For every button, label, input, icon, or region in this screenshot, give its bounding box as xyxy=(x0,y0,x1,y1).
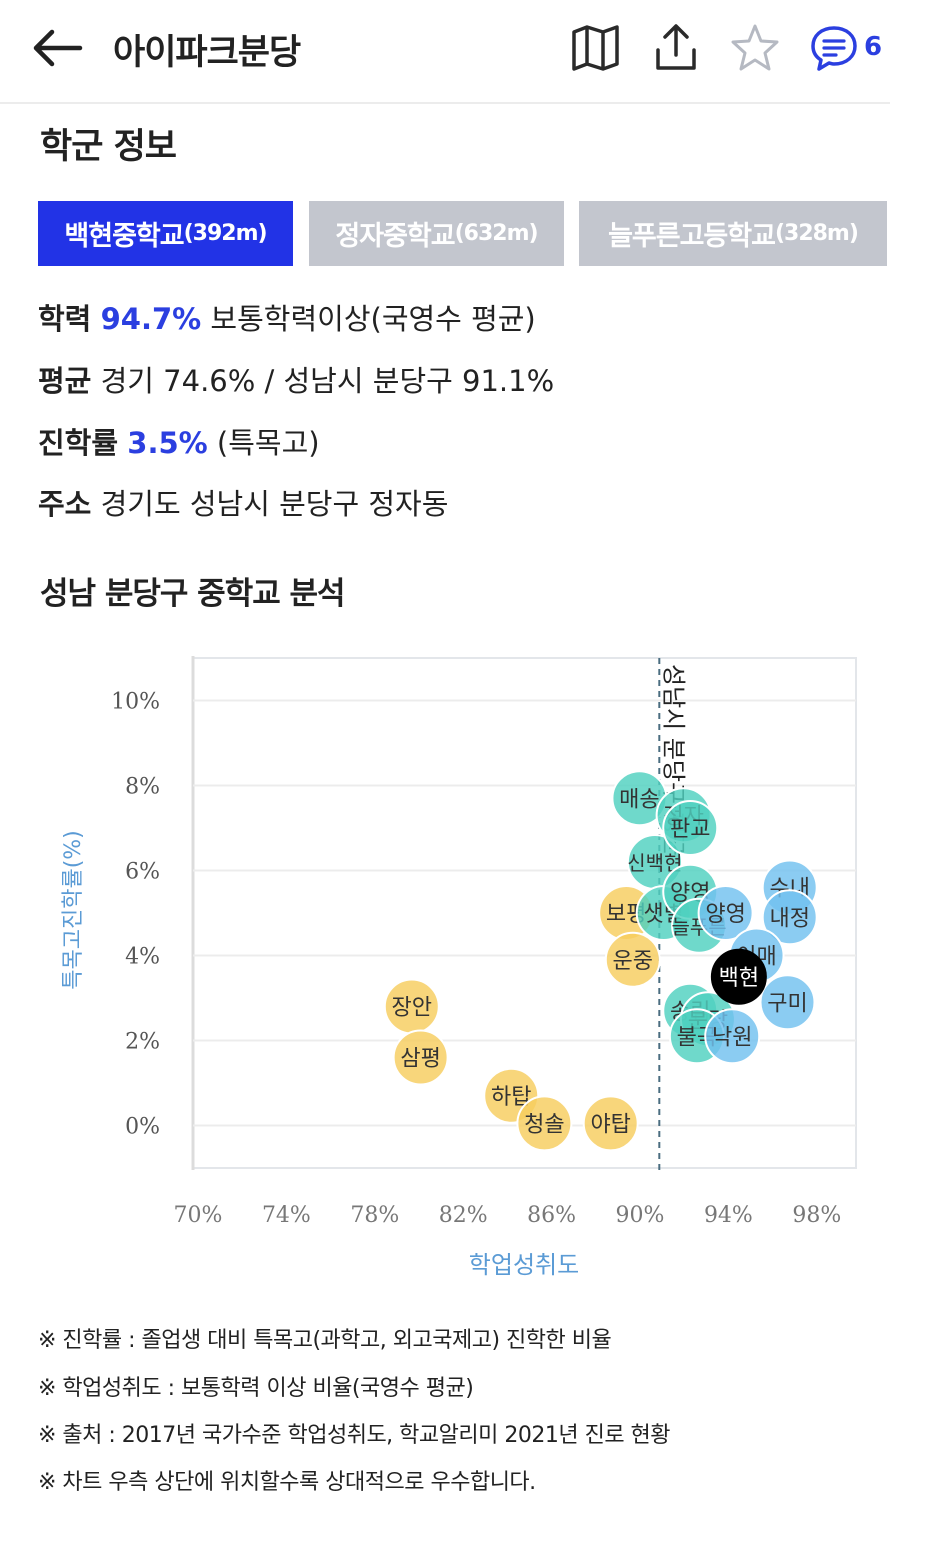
school-point[interactable]: 하탑 xyxy=(483,1067,540,1124)
point-label: 야탑 xyxy=(590,1112,630,1137)
address-label: 주소 xyxy=(38,487,92,521)
tab-label: 늘푸른고등학교 xyxy=(608,221,776,252)
average-row: 평균 경기 74.6% / 성남시 분당구 91.1% xyxy=(38,358,554,400)
point-label: 낙원 xyxy=(712,1025,752,1050)
average-value: 경기 74.6% / 성남시 분당구 91.1% xyxy=(100,364,555,398)
x-tick-label: 78% xyxy=(350,1203,399,1228)
academic-row: 학력 94.7% 보통학력이상(국영수 평균) xyxy=(38,296,536,338)
tab-baekhyeon-middle[interactable]: 백현중학교 (392m) xyxy=(38,201,293,266)
advance-desc: (특목고) xyxy=(216,426,320,460)
point-marker xyxy=(516,1095,573,1152)
x-tick-label: 74% xyxy=(262,1203,311,1228)
note-source: ※ 출처 : 2017년 국가수준 학업성취도, 학교알리미 2021년 진로 … xyxy=(38,1423,671,1448)
x-axis-label: 학업성취도 xyxy=(469,1251,579,1279)
y-tick-label: 10% xyxy=(111,690,160,715)
y-tick-label: 8% xyxy=(125,775,160,800)
school-point[interactable]: 내정 xyxy=(761,889,818,946)
note-advance: ※ 진학률 : 졸업생 대비 특목고(과학고, 외고국제고) 진학한 비율 xyxy=(38,1328,612,1353)
point-label: 운중 xyxy=(613,949,653,974)
point-marker xyxy=(662,800,719,856)
point-marker xyxy=(697,885,754,941)
school-point[interactable]: 삼평 xyxy=(392,1029,449,1086)
page-title: 아이파크분당 xyxy=(113,33,301,73)
y-tick-label: 0% xyxy=(125,1115,160,1140)
x-tick-label: 70% xyxy=(174,1203,223,1228)
map-icon[interactable] xyxy=(570,22,622,74)
star-icon[interactable] xyxy=(729,22,781,74)
selected-school-point[interactable]: 백현 xyxy=(710,948,767,1005)
y-tick-label: 6% xyxy=(125,860,160,885)
address-value: 경기도 성남시 분당구 정자동 xyxy=(100,487,449,521)
y-tick-label: 2% xyxy=(125,1030,160,1055)
school-point[interactable]: 낙원 xyxy=(704,1008,761,1065)
tab-distance: (632m) xyxy=(454,221,539,246)
chat-icon[interactable] xyxy=(808,22,860,74)
point-label: 삼평 xyxy=(400,1047,440,1072)
advance-label: 진학률 xyxy=(38,426,119,460)
x-tick-label: 90% xyxy=(616,1203,665,1228)
point-marker xyxy=(759,974,816,1031)
school-point[interactable]: 구미 xyxy=(759,974,816,1031)
y-axis-label: 특목고진학률(%) xyxy=(61,830,86,990)
point-marker xyxy=(582,1095,639,1152)
x-tick-label: 82% xyxy=(439,1203,488,1228)
school-point[interactable]: 청솔 xyxy=(516,1095,573,1152)
tab-distance: (392m) xyxy=(183,221,268,246)
point-marker xyxy=(604,931,661,988)
top-bar: 아이파크분당 6 xyxy=(0,0,890,104)
comment-count[interactable]: 6 xyxy=(864,32,883,62)
y-tick-label: 4% xyxy=(125,945,160,970)
school-point[interactable]: 야탑 xyxy=(582,1095,639,1152)
section-title: 학군 정보 xyxy=(40,127,177,167)
average-label: 평균 xyxy=(38,364,92,398)
tab-label: 정자중학교 xyxy=(335,221,455,252)
academic-value: 94.7% xyxy=(100,302,202,336)
point-marker xyxy=(761,889,818,946)
note-hint: ※ 차트 우측 상단에 위치할수록 상대적으로 우수합니다. xyxy=(38,1470,536,1495)
point-label: 매송 xyxy=(619,787,659,812)
tab-label: 백현중학교 xyxy=(64,221,184,252)
advance-value: 3.5% xyxy=(127,426,208,460)
point-marker xyxy=(710,948,767,1005)
tab-neulpureun-high[interactable]: 늘푸른고등학교 (328m) xyxy=(579,201,887,266)
point-marker xyxy=(392,1029,449,1086)
point-marker xyxy=(704,1008,761,1065)
tab-jeongja-middle[interactable]: 정자중학교 (632m) xyxy=(309,201,564,266)
point-label: 청솔 xyxy=(524,1112,564,1137)
scatter-chart: 0%2%4%6%8%10% 70% 74% 78% 82% 86% 90% 94% 98% 성… xyxy=(61,656,857,1279)
note-academic: ※ 학업성취도 : 보통학력 이상 비율(국영수 평균) xyxy=(38,1376,474,1401)
point-label: 장안 xyxy=(392,996,432,1021)
x-tick-label: 86% xyxy=(527,1203,576,1228)
tab-distance: (328m) xyxy=(774,221,859,246)
back-arrow-icon[interactable] xyxy=(28,26,84,70)
address-row: 주소 경기도 성남시 분당구 정자동 xyxy=(38,481,448,523)
x-tick-label: 98% xyxy=(792,1203,841,1228)
school-point[interactable]: 판교 xyxy=(662,800,719,856)
share-icon[interactable] xyxy=(650,22,702,74)
x-tick-label: 94% xyxy=(704,1203,753,1228)
point-label: 구미 xyxy=(767,991,807,1016)
school-point[interactable]: 운중 xyxy=(604,931,661,988)
academic-desc: 보통학력이상(국영수 평균) xyxy=(210,302,536,336)
point-label: 양영 xyxy=(705,902,745,927)
academic-label: 학력 xyxy=(38,302,92,336)
point-label: 백현 xyxy=(719,966,759,991)
school-point[interactable]: 양영 xyxy=(697,885,754,941)
analysis-title: 성남 분당구 중학교 분석 xyxy=(40,576,346,612)
point-label: 판교 xyxy=(670,817,710,842)
point-label: 내정 xyxy=(769,906,809,931)
advance-row: 진학률 3.5% (특목고) xyxy=(38,420,320,462)
school-point[interactable]: 장안 xyxy=(383,978,440,1035)
